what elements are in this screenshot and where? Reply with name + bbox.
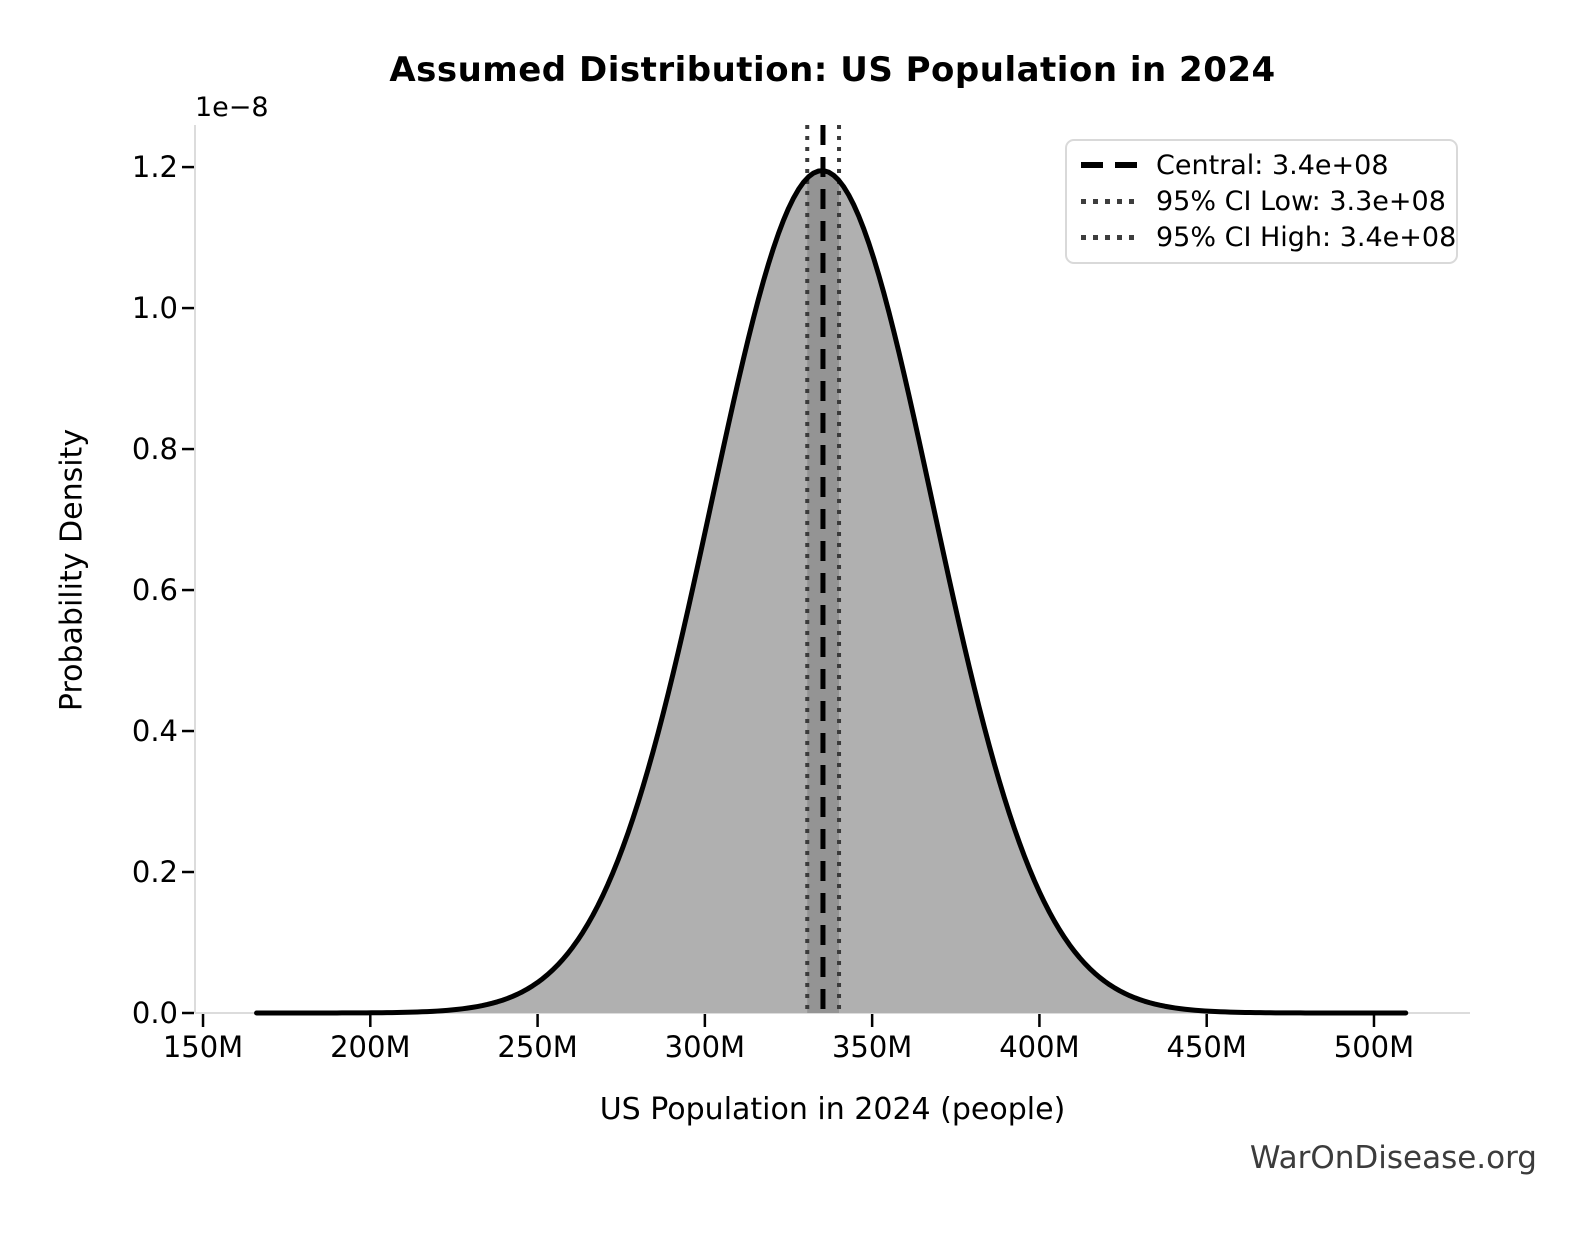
legend-label: 95% CI Low: 3.3e+08 bbox=[1156, 185, 1446, 217]
dotted-line-sample-icon bbox=[1081, 198, 1139, 204]
dotted-line-sample-icon bbox=[1081, 235, 1139, 241]
legend-item-central: Central: 3.4e+08 bbox=[1081, 150, 1446, 181]
x-tick-label: 300M bbox=[664, 1030, 746, 1064]
dashed-line-sample-icon bbox=[1081, 162, 1139, 169]
x-tick-label: 350M bbox=[831, 1030, 913, 1064]
legend-label: 95% CI High: 3.4e+08 bbox=[1156, 222, 1457, 254]
legend-item-ci-low: 95% CI Low: 3.3e+08 bbox=[1081, 186, 1446, 217]
legend-label: Central: 3.4e+08 bbox=[1156, 149, 1389, 181]
y-tick-label: 0.0 bbox=[131, 996, 178, 1030]
x-tick-label: 400M bbox=[999, 1030, 1080, 1064]
y-tick-label: 1.2 bbox=[131, 150, 178, 185]
y-axis-label: Probability Density bbox=[54, 428, 90, 712]
y-tick-label: 0.2 bbox=[131, 855, 178, 889]
x-tick-label: 500M bbox=[1333, 1030, 1415, 1064]
y-tick-label: 0.6 bbox=[131, 573, 178, 608]
x-tick-label: 200M bbox=[330, 1030, 411, 1064]
density-curve bbox=[254, 168, 1409, 1016]
y-tick-label: 0.8 bbox=[131, 432, 178, 467]
legend: Central: 3.4e+08 95% CI Low: 3.3e+08 95%… bbox=[1065, 139, 1458, 264]
x-axis-label: US Population in 2024 (people) bbox=[599, 1092, 1066, 1127]
x-tick-label: 450M bbox=[1166, 1030, 1247, 1064]
y-tick-label: 1.0 bbox=[131, 291, 178, 326]
watermark: WarOnDisease.org bbox=[1249, 1140, 1537, 1176]
y-tick-label: 0.4 bbox=[131, 714, 178, 749]
legend-item-ci-high: 95% CI High: 3.4e+08 bbox=[1081, 222, 1456, 253]
x-tick-label: 150M bbox=[162, 1030, 244, 1064]
x-tick-label: 250M bbox=[497, 1030, 578, 1064]
chart-title: Assumed Distribution: US Population in 2… bbox=[389, 50, 1276, 90]
y-axis-offset-label: 1e−8 bbox=[195, 92, 269, 123]
